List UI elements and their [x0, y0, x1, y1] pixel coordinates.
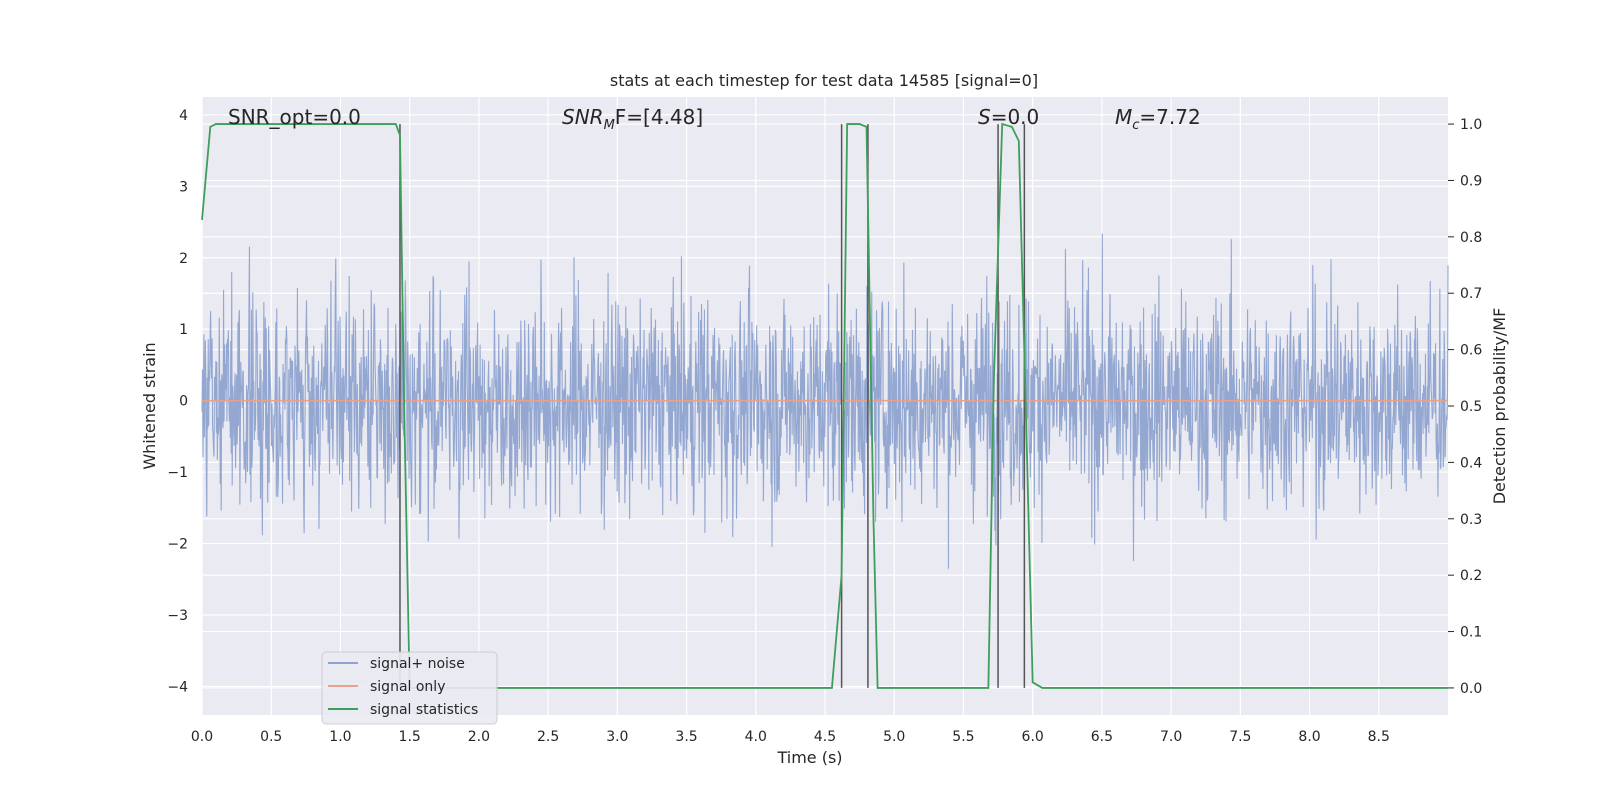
y-tick-label: 1: [179, 322, 188, 338]
y-tick-label: −1: [167, 465, 188, 481]
x-tick-label: 8.0: [1298, 729, 1320, 745]
y2-tick-label: 0.2: [1460, 568, 1482, 584]
legend-box: [321, 651, 498, 725]
x-tick-label: 3.0: [606, 729, 628, 745]
annotation-mc-rest: =7.72: [1139, 105, 1200, 129]
annotation-mc-main: M: [1115, 105, 1132, 129]
x-tick-label: 7.5: [1229, 729, 1251, 745]
x-tick-label: 8.5: [1368, 729, 1390, 745]
y-tick-label: −4: [167, 679, 188, 695]
annotation-snr-opt: SNR_opt=0.0: [228, 105, 361, 129]
x-tick-label: 1.0: [329, 729, 351, 745]
y2-tick-label: 0.5: [1460, 399, 1482, 415]
y2-tick-label: 0.6: [1460, 343, 1482, 359]
y2-axis-label: Detection probability/MF: [1490, 308, 1509, 505]
x-axis-label: Time (s): [776, 748, 842, 767]
x-tick-label: 5.5: [952, 729, 974, 745]
y2-axis-ticks: 1.0 0.9 0.8 0.7 0.6 0.5 0.4 0.3 0.2 0.1 0.0: [1448, 117, 1482, 697]
y2-tick-label: 0.4: [1460, 455, 1482, 471]
annotation-mc: Mc=7.72: [1115, 105, 1201, 133]
annotation-mc-sub: c: [1132, 118, 1139, 133]
legend: signal+ noise signal only signal statist…: [321, 651, 498, 725]
x-tick-label: 2.0: [468, 729, 490, 745]
annotation-snr-mf-sub: M: [604, 118, 615, 133]
y-tick-label: 3: [179, 179, 188, 195]
annotation-s: S=0.0: [978, 105, 1039, 129]
legend-label-signal-only: signal only: [370, 679, 445, 695]
chart-title: stats at each timestep for test data 145…: [610, 71, 1038, 90]
y-axis-label: Whitened strain: [140, 342, 159, 469]
y-tick-label: 4: [179, 108, 188, 124]
x-tick-label: 5.0: [883, 729, 905, 745]
y2-tick-label: 0.0: [1460, 681, 1482, 697]
noise-trace: [201, 233, 1449, 569]
x-tick-label: 6.5: [1091, 729, 1113, 745]
annotation-s-main: S: [978, 105, 991, 129]
x-axis-ticks: 0.0 0.5 1.0 1.5 2.0 2.5 3.0 3.5 4.0 4.5 5.0 5.5 6.0 6…: [191, 729, 1390, 745]
legend-label-signal-statistics: signal statistics: [370, 702, 478, 718]
signal-statistics-trace: [201, 122, 1448, 689]
y2-tick-label: 0.9: [1460, 173, 1482, 189]
y2-tick-label: 0.1: [1460, 625, 1482, 641]
x-tick-label: 7.0: [1160, 729, 1182, 745]
annotation-snr-mf-rest: F=[4.48]: [615, 105, 703, 129]
y-tick-label: −3: [167, 608, 188, 624]
legend-label-signal-noise: signal+ noise: [370, 656, 465, 672]
y-tick-label: 2: [179, 251, 188, 267]
x-tick-label: 1.5: [399, 729, 421, 745]
x-tick-label: 6.0: [1022, 729, 1044, 745]
x-tick-label: 3.5: [675, 729, 697, 745]
y2-tick-label: 0.7: [1460, 286, 1482, 302]
y-tick-label: −2: [167, 537, 188, 553]
x-tick-label: 0.5: [260, 729, 282, 745]
y2-tick-label: 0.3: [1460, 512, 1482, 528]
annotation-s-rest: =0.0: [991, 105, 1040, 129]
series-signal-noise: [201, 233, 1449, 569]
x-tick-label: 4.5: [814, 729, 836, 745]
x-tick-label: 0.0: [191, 729, 213, 745]
y-axis-ticks: 4 3 2 1 0 −1 −2 −3 −4: [167, 108, 188, 696]
y-tick-label: 0: [179, 394, 188, 410]
annotation-snr-mf-main: SNR: [562, 105, 604, 129]
x-tick-label: 4.0: [745, 729, 767, 745]
series-signal-statistics: [201, 122, 1448, 689]
y2-tick-label: 0.8: [1460, 230, 1482, 246]
annotation-snr-mf: SNRMF=[4.48]: [562, 105, 703, 133]
x-tick-label: 2.5: [537, 729, 559, 745]
y2-tick-label: 1.0: [1460, 117, 1482, 133]
